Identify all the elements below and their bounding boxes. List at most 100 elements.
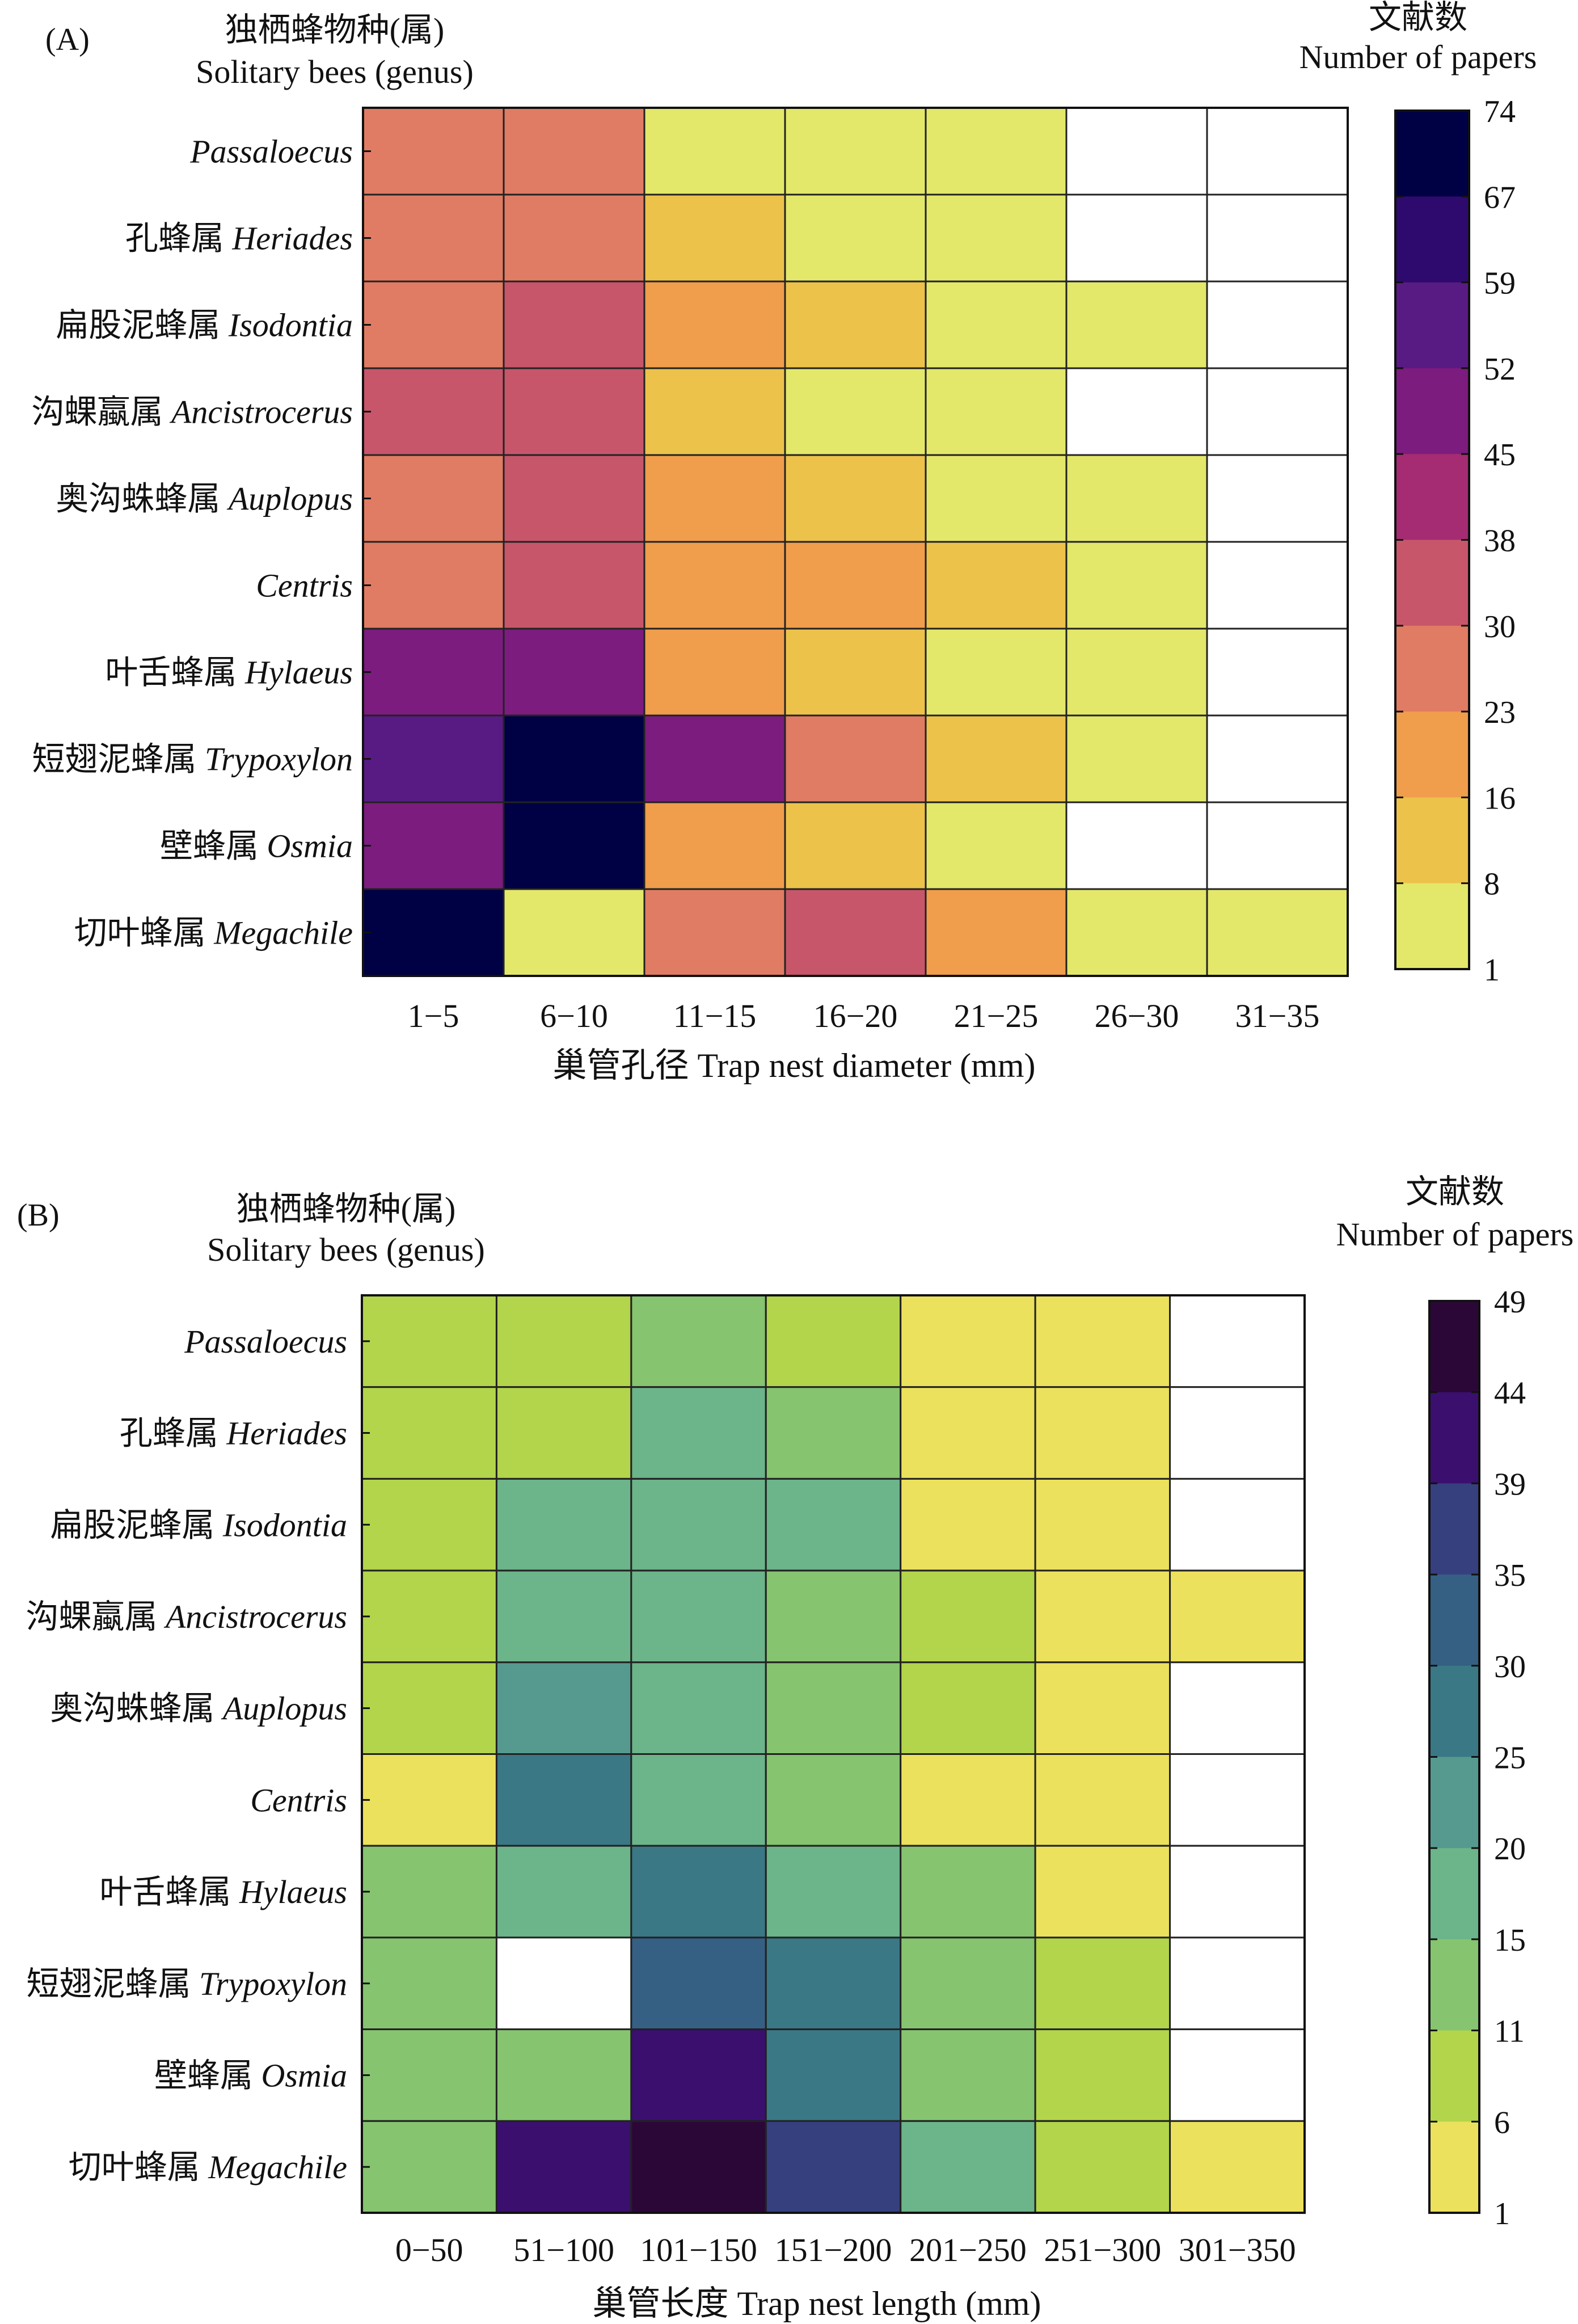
heatmap-cell <box>495 1386 632 1480</box>
colorbar-segment <box>1429 2030 1479 2122</box>
heatmap-cell <box>1206 107 1349 196</box>
heatmap-cell <box>1034 2120 1171 2214</box>
row-label-cn: 扁股泥蜂属 <box>56 307 229 344</box>
row-label-cn: 孔蜂属 <box>125 220 233 257</box>
colorbar-segment <box>1395 797 1469 884</box>
colorbar-tick-label: 35 <box>1494 1558 1526 1593</box>
heatmap-cell <box>1034 1477 1171 1572</box>
colorbar-segment <box>1395 196 1469 283</box>
heatmap-cell <box>503 801 645 890</box>
heatmap-cell <box>643 367 786 456</box>
colorbar-tick-label: 52 <box>1484 352 1516 387</box>
legend-title-en-b: Number of papers <box>1336 1216 1574 1253</box>
colorbar-tick-label: 39 <box>1494 1467 1526 1502</box>
heatmap-cell <box>1065 280 1208 369</box>
heatmap-cell <box>1206 541 1349 630</box>
legend-title-cn-a: 文献数 <box>1369 0 1467 36</box>
colorbar-segment <box>1395 625 1469 712</box>
heatmap-cell <box>1169 1936 1306 2031</box>
heatmap-cell <box>1034 1753 1171 1847</box>
row-labels-b: Passaloecus 孔蜂属 Heriades 扁股泥蜂属 Isodontia 沟蜾… <box>26 1323 370 2186</box>
heatmap-panel-b: (B) 独栖蜂物种(属) Solitary bees (genus) 文献数 N… <box>17 1173 1573 2322</box>
heatmap-cell <box>784 628 927 717</box>
colorbar-tick-label: 45 <box>1484 437 1516 473</box>
heatmap-cell <box>765 2120 902 2214</box>
heatmap-cell <box>925 714 1068 803</box>
heatmap-cell <box>784 888 927 977</box>
heatmap-cell <box>630 1477 767 1572</box>
x-tick-label: 251−300 <box>1044 2232 1161 2268</box>
row-label-genus: Auplopus <box>226 481 353 517</box>
colorbar-tick-label: 16 <box>1484 781 1516 816</box>
heatmap-cell <box>643 107 786 196</box>
y-title-en-b: Solitary bees (genus) <box>207 1231 485 1268</box>
heatmap-cell <box>362 367 505 456</box>
colorbar-tick-label: 44 <box>1494 1376 1526 1411</box>
x-tick-label: 0−50 <box>395 2232 463 2268</box>
colorbar-tick-label: 38 <box>1484 524 1516 559</box>
x-tick-label: 6−10 <box>540 997 608 1034</box>
colorbar-segment <box>1395 111 1469 197</box>
row-label: Centris <box>256 567 353 604</box>
row-label-cn: 壁蜂属 <box>154 2057 261 2094</box>
heatmap-cell <box>900 1386 1036 1480</box>
heatmap-cell <box>1206 801 1349 890</box>
colorbar-segment <box>1395 540 1469 626</box>
heatmap-cell <box>765 1845 902 1939</box>
row-label-cn: 沟蜾蠃属 <box>31 394 171 431</box>
row-label-cn: 孔蜂属 <box>120 1415 227 1452</box>
x-tick-label: 1−5 <box>408 997 459 1034</box>
row-label: 奥沟蛛蜂属 Auplopus <box>50 1690 347 1727</box>
heatmap-cell <box>900 2028 1036 2122</box>
plot-frame <box>362 107 1349 977</box>
heatmap-cell <box>643 454 786 543</box>
heatmap-cell <box>503 454 645 543</box>
heatmap-cell <box>765 1386 902 1480</box>
x-tick-label: 151−200 <box>775 2232 892 2268</box>
heatmap-cell <box>784 280 927 369</box>
heatmap-cell <box>495 1936 632 2031</box>
row-label-genus: Centris <box>250 1782 347 1818</box>
heatmap-cell <box>784 454 927 543</box>
x-axis-title-b: 巢管长度 Trap nest length (mm) <box>592 2285 1041 2322</box>
row-label: 壁蜂属 Osmia <box>154 2057 347 2094</box>
heatmap-cell <box>1065 193 1208 283</box>
row-label: 短翅泥蜂属 Trypoxylon <box>32 741 353 778</box>
heatmap-cell <box>765 1294 902 1388</box>
x-tick-label: 26−30 <box>1095 997 1179 1034</box>
heatmap-cell <box>495 1845 632 1939</box>
heatmap-cell <box>630 1294 767 1388</box>
x-tick-label: 201−250 <box>909 2232 1027 2268</box>
heatmap-cell <box>1065 801 1208 890</box>
heatmap-cell <box>900 1569 1036 1664</box>
row-label: 奥沟蛛蜂属 Auplopus <box>56 481 353 517</box>
colorbar-tick-label: 1 <box>1494 2196 1510 2232</box>
heatmap-cell <box>1206 367 1349 456</box>
heatmap-cell <box>362 628 505 717</box>
colorbar-b: 49 44 39 35 30 25 20 15 11 6 1 <box>1428 1285 1526 2232</box>
heatmap-cell <box>495 2120 632 2214</box>
heatmap-cell <box>503 367 645 456</box>
row-label-cn: 切叶蜂属 <box>74 915 214 952</box>
x-tick-label: 11−15 <box>673 997 757 1034</box>
row-label-genus: Centris <box>256 567 353 604</box>
heatmap-cell <box>900 1661 1036 1755</box>
row-label-genus: Isodontia <box>222 1506 347 1543</box>
heatmap-cell <box>503 541 645 630</box>
heatmap-cell <box>361 1569 497 1664</box>
colorbar-segment <box>1429 1483 1479 1575</box>
heatmap-cell <box>1034 1386 1171 1480</box>
heatmap-cell <box>765 1936 902 2031</box>
y-title-cn-a: 独栖蜂物种(属) <box>225 11 445 48</box>
colorbar-segment <box>1395 883 1469 970</box>
row-label-genus: Hylaeus <box>244 654 353 691</box>
heatmap-cell <box>643 193 786 283</box>
colorbar-tick-label: 74 <box>1484 94 1516 129</box>
row-label-genus: Ancistrocerus <box>163 1598 347 1635</box>
heatmap-cell <box>362 280 505 369</box>
heatmap-cell <box>1065 367 1208 456</box>
row-label-genus: Heriades <box>231 220 353 257</box>
heatmap-cell <box>765 1477 902 1572</box>
heatmap-cell <box>1034 2028 1171 2122</box>
row-label-cn: 扁股泥蜂属 <box>50 1506 223 1543</box>
